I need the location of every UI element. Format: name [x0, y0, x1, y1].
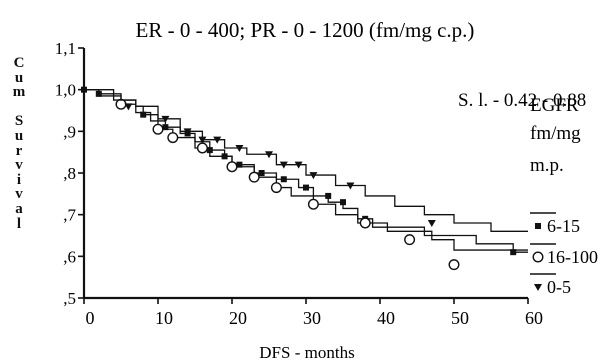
legend-entries: 6-15 16-100 0-5 [530, 212, 598, 297]
censor-mark-0-5 [183, 128, 192, 136]
y-axis-title-letter: m [12, 84, 26, 101]
x-tick-label: 20 [229, 308, 247, 328]
y-axis-title-letter: u [14, 69, 24, 86]
censor-mark-0-5 [427, 220, 436, 227]
series-0-5 [84, 89, 528, 232]
y-axis-title-letter: S [14, 113, 24, 130]
x-tick-label: 40 [377, 308, 395, 328]
censor-mark-0-5 [309, 172, 318, 180]
censor-mark-0-5 [265, 151, 273, 159]
legend-marker-16-100 [532, 251, 544, 263]
y-axis-title-letter: C [13, 55, 25, 71]
censor-mark-16-100 [226, 161, 238, 173]
chart-title: ER - 0 - 400; PR - 0 - 1200 (fm/mg c.p.) [136, 18, 475, 42]
legend-title-line-2: fm/mg [530, 123, 581, 144]
legend-title-line-3: m.p. [530, 155, 564, 176]
y-axis-title-letter: r [15, 142, 23, 159]
censor-mark-0-5 [294, 161, 303, 169]
censor-mark-6-15 [325, 192, 332, 199]
x-axis-title: DFS - months [259, 343, 354, 362]
censor-mark-16-100 [270, 182, 282, 194]
x-tick-label: 50 [451, 308, 469, 328]
x-tick-label: 30 [303, 308, 321, 328]
censor-mark-16-100 [404, 234, 416, 246]
legend-marker-6-15 [535, 223, 541, 229]
y-axis-title-letter: v [15, 186, 23, 203]
censor-mark-16-100 [196, 142, 208, 154]
y-axis-title-letter: u [14, 127, 24, 144]
significance-annotation: S. l. - 0.42 - 0.88 [458, 90, 586, 111]
censor-mark-0-5 [124, 103, 133, 111]
censor-mark-6-15 [162, 124, 169, 131]
censor-mark-6-15 [303, 184, 309, 191]
y-tick-label: ,8 [63, 164, 76, 183]
legend-label-16-100: 16-100 [547, 247, 598, 267]
legend-marker-0-5 [534, 284, 542, 291]
y-axis-title-letter: i [16, 171, 22, 188]
survival-curve-0-5 [84, 89, 528, 232]
x-tick-label: 60 [525, 308, 543, 328]
y-axis-title-letter: a [15, 200, 23, 217]
censor-mark-16-100 [248, 171, 260, 183]
censor-mark-6-15 [140, 111, 147, 118]
censor-mark-6-15 [340, 199, 346, 206]
censor-mark-16-100 [448, 259, 460, 271]
censor-mark-0-5 [161, 115, 170, 123]
censor-mark-0-5 [279, 161, 288, 169]
censor-mark-16-100 [115, 98, 127, 110]
y-tick-label: ,5 [63, 289, 76, 308]
y-axis-title-letter: l [16, 215, 22, 232]
legend-label-0-5: 0-5 [547, 277, 571, 297]
series-layer [81, 86, 528, 271]
censor-mark-0-5 [235, 145, 244, 152]
y-tick-label: ,6 [63, 247, 76, 266]
censor-mark-16-100 [359, 217, 371, 229]
x-tick-label: 0 [86, 308, 95, 328]
censor-mark-6-15 [258, 170, 265, 176]
y-tick-label: 1,0 [55, 81, 76, 100]
legend-title-line-1: EGFR [530, 95, 579, 116]
censor-mark-6-15 [510, 249, 517, 256]
y-tick-label: ,7 [63, 206, 76, 225]
x-tick-label: 10 [155, 308, 173, 328]
censor-mark-16-100 [307, 198, 319, 210]
censor-mark-16-100 [152, 123, 164, 135]
legend-label-6-15: 6-15 [547, 216, 580, 236]
censor-mark-0-5 [198, 136, 207, 144]
legend: EGFR fm/mg m.p. 6-15 16-100 0-5 [530, 95, 598, 297]
y-tick-label: 1,1 [55, 39, 76, 58]
censor-mark-0-5 [213, 136, 222, 144]
censor-mark-0-5 [346, 182, 355, 190]
series-16-100 [84, 89, 528, 271]
censor-mark-6-15 [280, 176, 287, 183]
censor-mark-16-100 [167, 132, 179, 144]
censor-mark-6-15 [236, 161, 243, 168]
y-axis-title-letter: v [15, 157, 23, 174]
y-tick-label: ,9 [63, 122, 76, 141]
survival-curve-16-100 [84, 89, 528, 251]
